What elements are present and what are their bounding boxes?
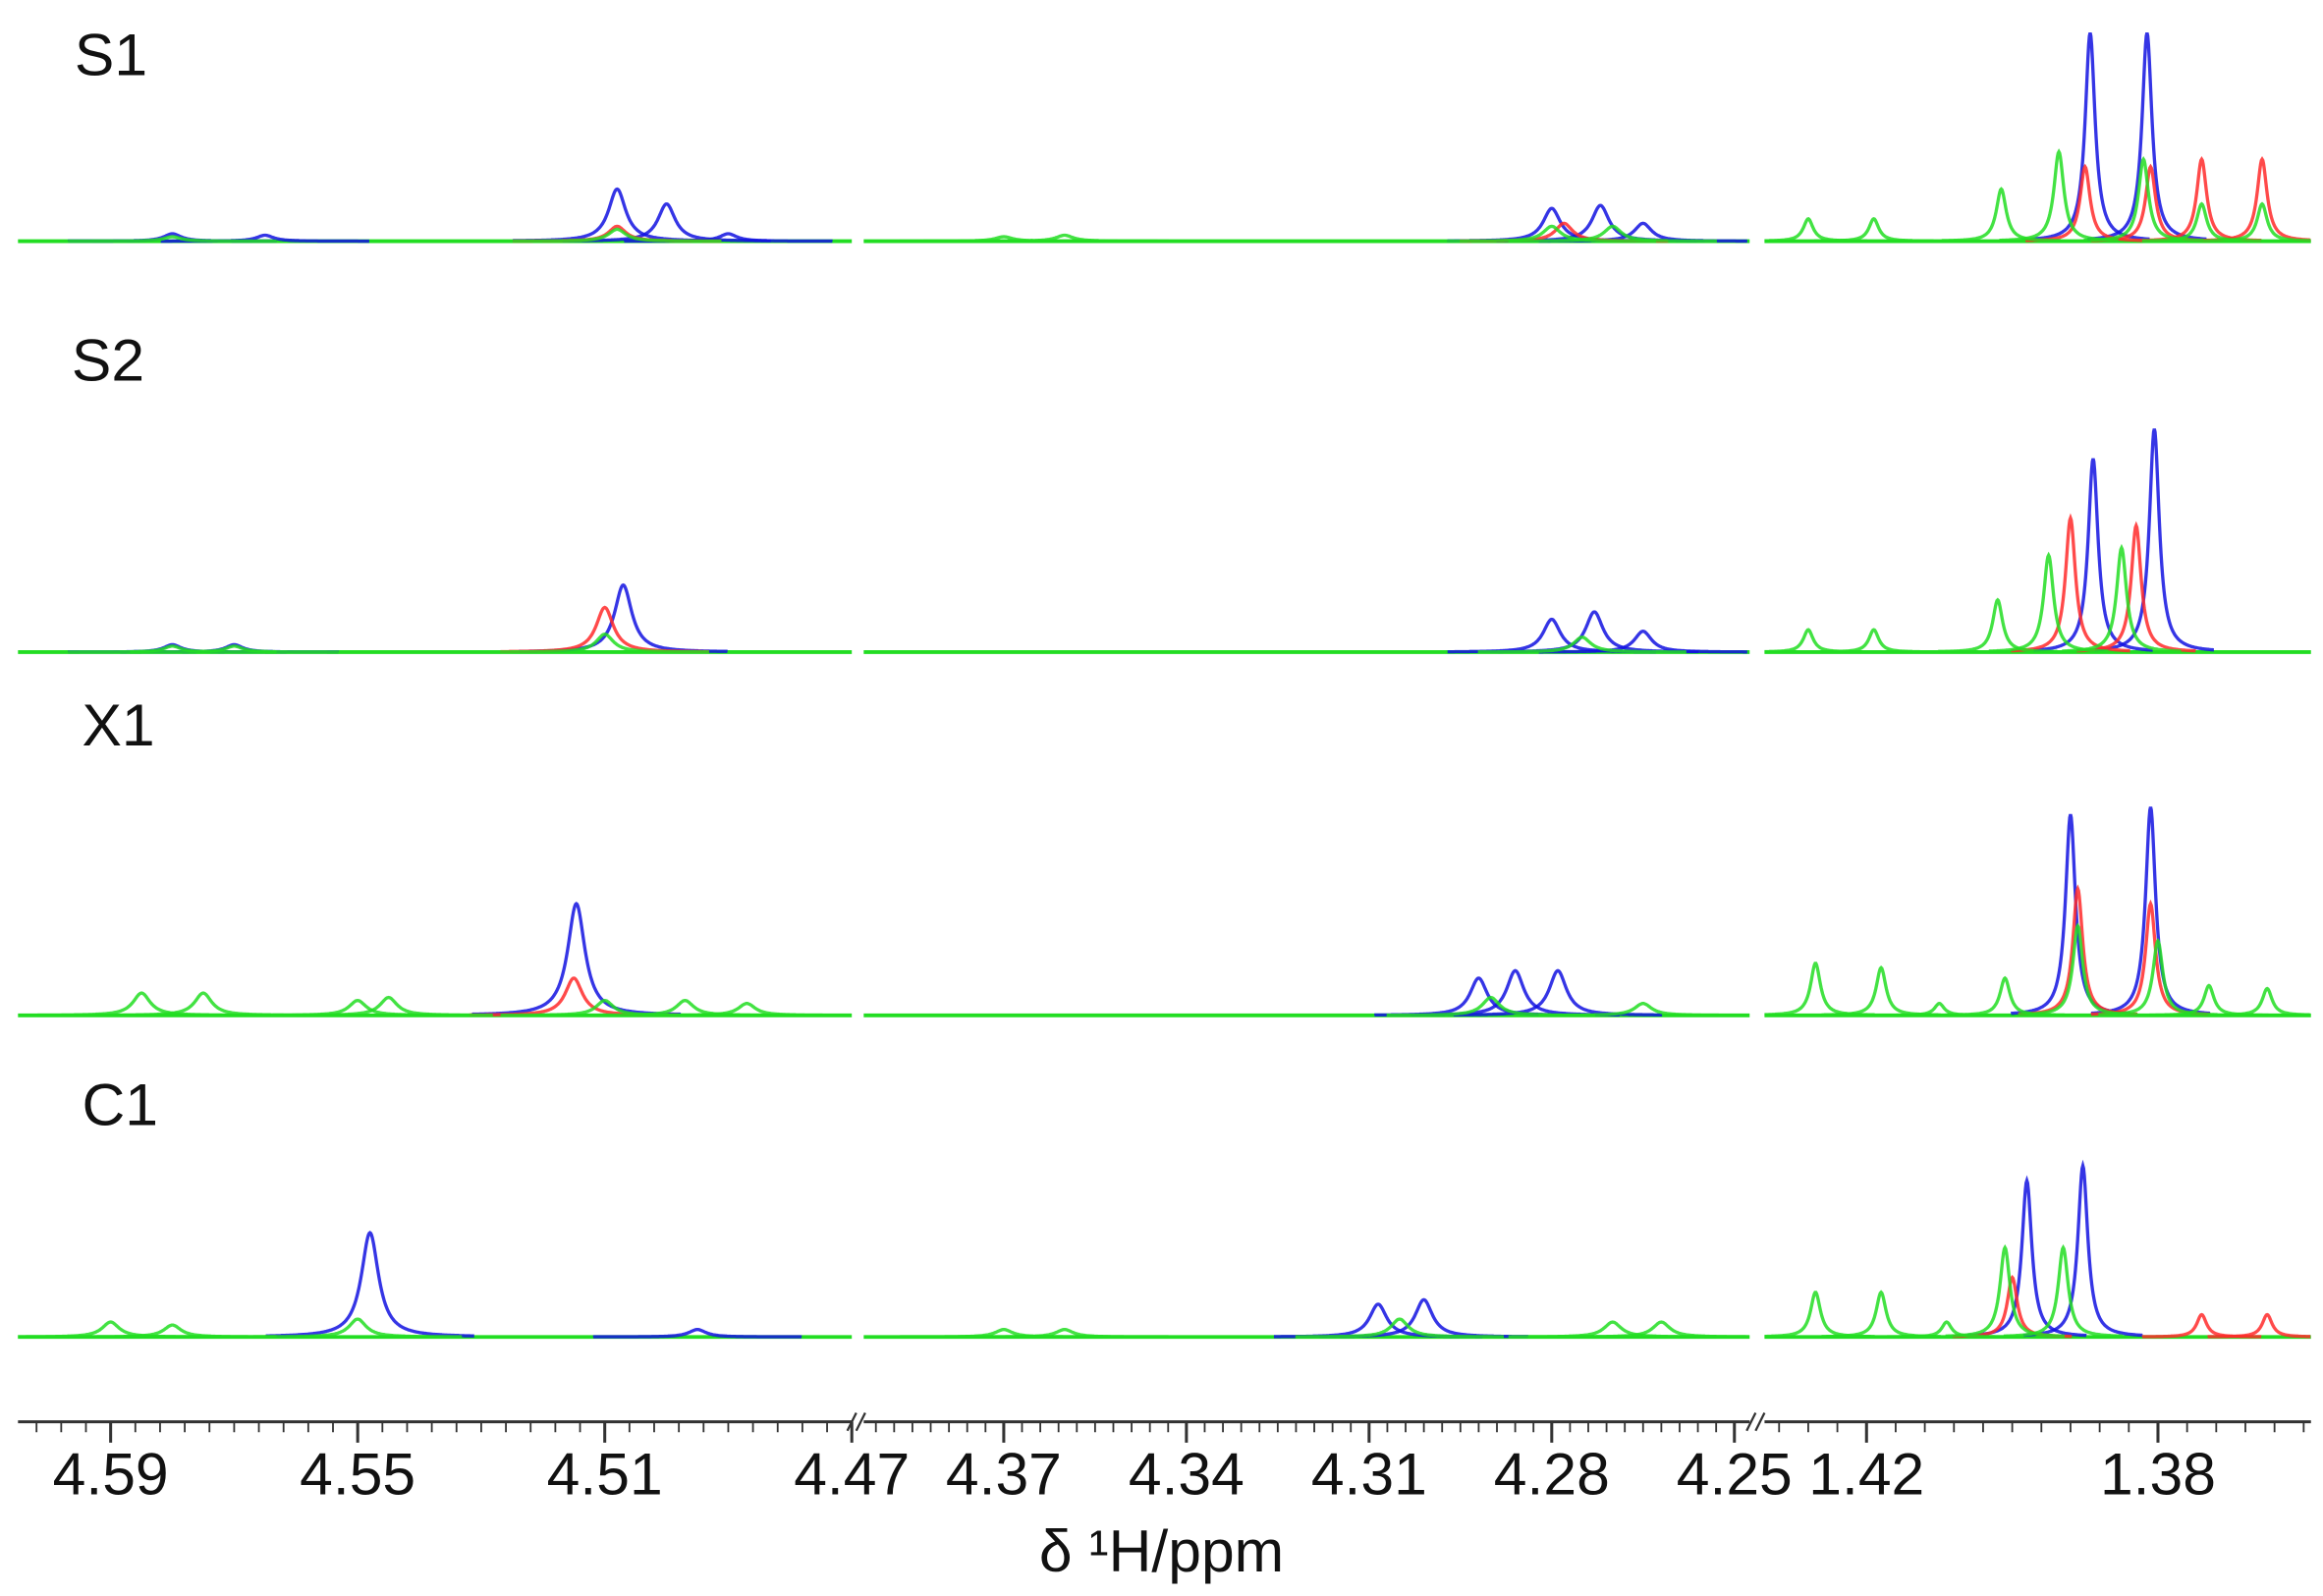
x-tick-label: 4.31	[1311, 1440, 1427, 1507]
spectrum-peak	[68, 644, 277, 654]
spectrum-peak	[1477, 635, 1687, 654]
x-tick-label: 4.25	[1677, 1440, 1793, 1507]
spectrum-peak	[284, 995, 493, 1018]
spectrum-peak	[2011, 513, 2130, 653]
spectrum-peak	[1764, 962, 1875, 1017]
spectrum-peak	[68, 1323, 277, 1339]
spectrum-peak	[1453, 968, 1663, 1018]
spectrum-peak	[1937, 597, 2058, 654]
spectrum-peak	[1821, 1290, 1941, 1339]
spectrum-peak	[1538, 630, 1747, 654]
spectrum-peak	[1821, 964, 1941, 1018]
spectrum-peak	[2094, 428, 2214, 652]
spectrum-peak	[1557, 1320, 1749, 1339]
x-tick-label: 4.37	[946, 1440, 1062, 1507]
spectrum-peak	[68, 235, 277, 244]
spectrum-peak	[2202, 156, 2311, 243]
x-tick-label: 4.59	[53, 1440, 169, 1507]
spectrum-peak	[899, 235, 1109, 244]
spectrum-peak	[2207, 1312, 2311, 1339]
spectrum-peak	[1508, 224, 1717, 244]
spectrum-peak	[1764, 217, 1868, 243]
axis-break	[846, 1412, 857, 1432]
spectrum-peak	[1295, 1317, 1504, 1339]
spectrum-peak	[562, 201, 772, 243]
spectrum-peak	[2149, 983, 2269, 1018]
spectrum-peak	[1887, 1320, 2007, 1339]
spectrum-peak	[2098, 937, 2218, 1017]
x-tick-label: 4.47	[794, 1440, 910, 1507]
panel-label: S2	[72, 326, 144, 393]
spectrum-peak	[265, 1230, 474, 1338]
spectrum-peak	[1813, 217, 1934, 244]
spectrum-peak	[1447, 224, 1656, 244]
panel-label: S1	[75, 22, 147, 88]
spectrum-peak	[1764, 628, 1868, 654]
spectrum-peak	[1508, 1320, 1717, 1339]
spectrum-peak	[500, 633, 709, 654]
spectrum-peak	[512, 187, 722, 243]
axis-break	[1745, 1412, 1757, 1432]
spectrum-peak	[500, 605, 709, 654]
spectrum-peak	[1410, 968, 1620, 1018]
spectrum-peak	[2062, 543, 2182, 653]
spectrum-peak	[899, 1327, 1109, 1339]
spectrum-peak	[960, 1327, 1170, 1339]
spectrum-peak	[960, 233, 1169, 244]
spectrum-peak	[2207, 986, 2311, 1018]
spectrum-peak	[2202, 201, 2311, 243]
x-tick-label: 1.38	[2100, 1440, 2216, 1507]
x-tick-label: 4.34	[1129, 1440, 1244, 1507]
panel-label: X1	[83, 691, 155, 758]
spectrum-peak	[1941, 187, 2062, 243]
spectrum-peak	[2141, 1312, 2262, 1339]
spectrum-peak	[581, 998, 790, 1018]
spectrum-peak	[1813, 628, 1934, 654]
spectrum-peak	[1945, 1243, 2065, 1338]
x-tick-label: 4.55	[300, 1440, 415, 1507]
spectrum-peak	[252, 1317, 463, 1339]
spectrum-peak	[2090, 899, 2211, 1017]
spectrum-peak	[1764, 1291, 1875, 1339]
x-tick-label: 4.51	[547, 1440, 663, 1507]
axis-break	[855, 1412, 866, 1432]
spectrum-peak	[592, 1327, 802, 1339]
spectrum-peak	[513, 227, 722, 244]
spectrum-peak	[1538, 1002, 1747, 1018]
spectrum-peak	[1945, 975, 2066, 1018]
x-axis-label: δ ¹H/ppm	[1039, 1517, 1284, 1584]
spectrum-peak	[36, 991, 247, 1018]
x-tick-label: 4.28	[1494, 1440, 1610, 1507]
x-tick-label: 1.42	[1808, 1440, 1924, 1507]
spectrum-peak	[469, 976, 679, 1018]
spectrum-peak	[130, 644, 339, 654]
spectrum-peak	[471, 901, 682, 1017]
spectrum-peak	[642, 1002, 852, 1018]
panel-label: C1	[83, 1071, 159, 1137]
axis-break	[1754, 1412, 1766, 1432]
spectrum-peak	[2003, 1243, 2124, 1338]
spectrum-peak	[2033, 458, 2153, 652]
spectrum-peak	[2141, 201, 2262, 243]
spectrum-peak	[18, 1320, 215, 1339]
